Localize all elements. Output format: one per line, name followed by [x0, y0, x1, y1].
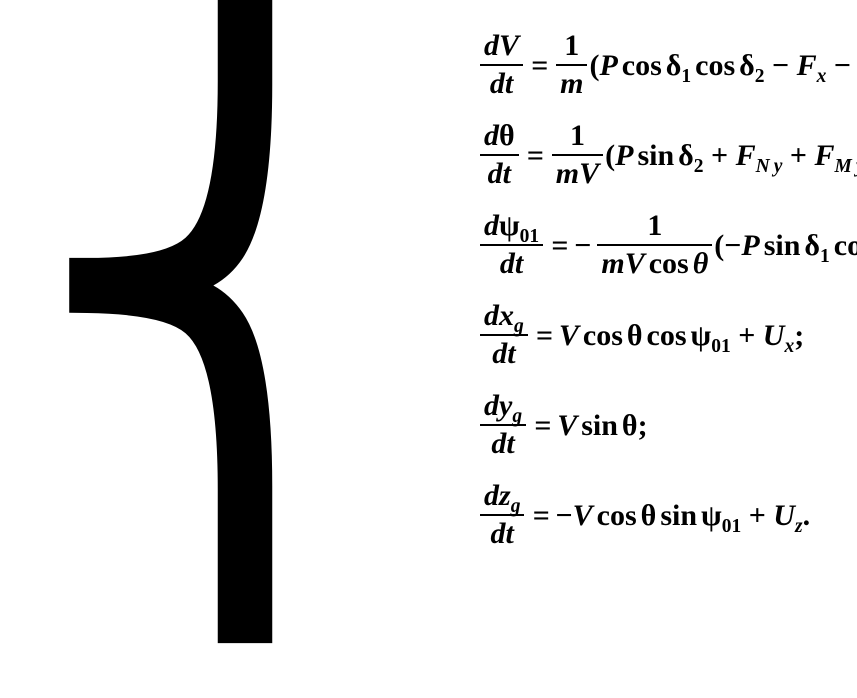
rhs-expr-1: (Pcosδ1cosδ2 − Fx − mgsinθ); — [589, 49, 857, 82]
equation-2: dθ dt = 1 mV (Psinδ2 + FNy + FMy − mgcos… — [478, 118, 857, 192]
lhs-num-3: dψ01 — [480, 208, 543, 244]
lhs-num-4: dxg — [480, 298, 528, 334]
equals-1: = — [531, 49, 548, 82]
rhs-expr-3: (−Psinδ1cosδ2 + FNz + FMz); — [714, 229, 857, 262]
rhs-frac-num-2: 1 — [566, 118, 589, 154]
rhs-expr-2: (Psinδ2 + FNy + FMy − mgcosθ); — [605, 139, 857, 172]
lhs-num-6: dzg — [480, 478, 524, 514]
lhs-frac-1: dV dt — [480, 28, 523, 102]
lhs-num-1: dV — [480, 28, 523, 64]
lhs-num-5: dyg — [480, 388, 526, 424]
lhs-frac-2: dθ dt — [480, 118, 519, 192]
rhs-frac-num-1: 1 — [560, 28, 583, 64]
equals-6: = — [532, 499, 549, 532]
equation-5: dyg dt = Vsinθ; — [478, 388, 857, 462]
lhs-den-3: dt — [496, 246, 527, 282]
equals-4: = — [536, 319, 553, 352]
rhs-frac-1: 1 m — [556, 28, 587, 102]
rhs-expr-4: Vcosθcosψ01 + Ux; — [559, 319, 804, 352]
lhs-frac-5: dyg dt — [480, 388, 526, 462]
equations-block: dV dt = 1 m (Pcosδ1cosδ2 − Fx − mgsinθ);… — [478, 20, 857, 560]
equation-4: dxg dt = Vcosθcosψ01 + Ux; — [478, 298, 857, 372]
rhs-frac-num-3: 1 — [643, 208, 666, 244]
equation-system: ⎨ dV dt = 1 m (Pcosδ1cosδ2 − Fx − mgsinθ… — [20, 20, 837, 560]
equation-3: dψ01 dt = − 1 mVcosθ (−Psinδ1cosδ2 + FNz… — [478, 208, 857, 282]
rhs-expr-5: Vsinθ; — [557, 409, 647, 442]
rhs-frac-3: 1 mVcosθ — [597, 208, 712, 282]
equals-5: = — [534, 409, 551, 442]
equals-3: = — [551, 229, 568, 262]
lhs-den-1: dt — [486, 66, 517, 102]
lhs-frac-4: dxg dt — [480, 298, 528, 372]
rhs-frac-2: 1 mV — [552, 118, 603, 192]
equation-1: dV dt = 1 m (Pcosδ1cosδ2 − Fx − mgsinθ); — [478, 28, 857, 102]
equals-2: = — [527, 139, 544, 172]
lhs-frac-6: dzg dt — [480, 478, 524, 552]
minus-3: − — [574, 229, 591, 262]
equation-6: dzg dt = −Vcosθsinψ01 + Uz. — [478, 478, 857, 552]
rhs-frac-den-2: mV — [552, 156, 603, 192]
lhs-frac-3: dψ01 dt — [480, 208, 543, 282]
lhs-den-2: dt — [484, 156, 515, 192]
lhs-den-6: dt — [487, 516, 518, 552]
lhs-den-4: dt — [488, 336, 519, 372]
rhs-frac-den-3: mVcosθ — [597, 246, 712, 282]
lhs-den-5: dt — [487, 426, 518, 462]
lhs-num-2: dθ — [480, 118, 519, 154]
left-brace: ⎨ — [20, 20, 470, 560]
rhs-frac-den-1: m — [556, 66, 587, 102]
rhs-expr-6: −Vcosθsinψ01 + Uz. — [556, 499, 811, 532]
